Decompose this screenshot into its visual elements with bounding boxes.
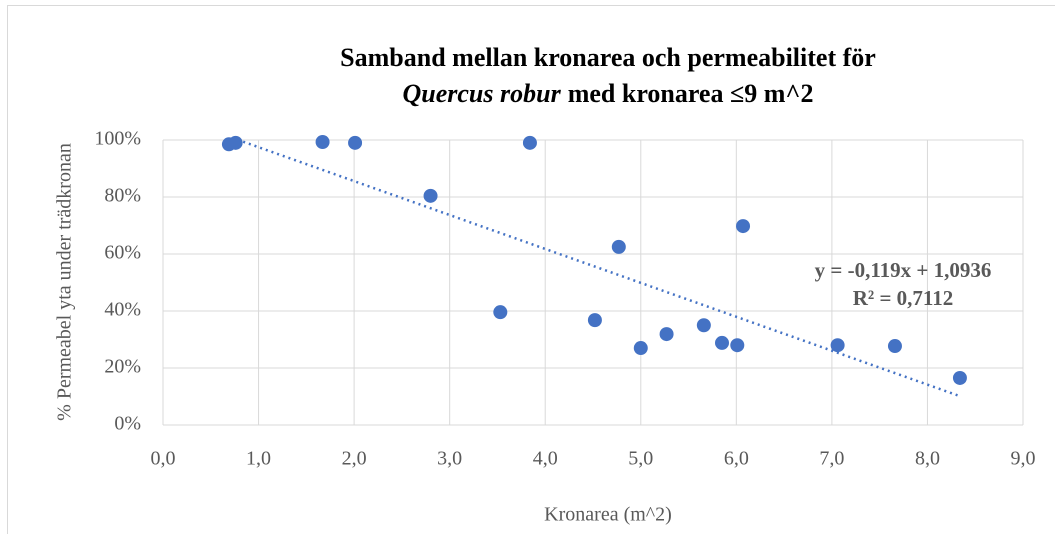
point	[633, 341, 648, 356]
point	[423, 188, 438, 203]
point	[659, 327, 674, 342]
x-tick-label: 8,0	[915, 448, 940, 470]
point	[493, 305, 508, 320]
y-tick-label: 80%	[104, 185, 141, 207]
trend-equation: y = -0,119x + 1,0936	[815, 258, 992, 282]
x-tick-label: 9,0	[1011, 448, 1036, 470]
y-tick-label: 60%	[104, 242, 141, 264]
point	[522, 135, 537, 150]
y-tick-label: 100%	[94, 128, 141, 150]
point	[315, 134, 330, 149]
point	[952, 370, 967, 385]
point	[611, 239, 626, 254]
grid	[162, 139, 1024, 426]
point	[887, 339, 902, 354]
point	[587, 313, 602, 328]
trendline	[237, 138, 962, 398]
point	[348, 135, 363, 150]
x-tick-label: 0,0	[151, 448, 176, 470]
x-tick-label: 1,0	[246, 448, 271, 470]
y-tick-label: 0%	[114, 413, 141, 435]
x-tick-label: 6,0	[724, 448, 749, 470]
point	[696, 318, 711, 333]
x-axis-label: Kronarea (m^2)	[544, 504, 672, 526]
point	[715, 335, 729, 350]
title-rest: med kronarea ≤9 m^2	[568, 79, 814, 108]
trend-r2: R² = 0,7112	[853, 286, 954, 310]
y-tick-label: 40%	[104, 299, 141, 321]
point	[736, 219, 751, 234]
x-tick-label: 5,0	[628, 448, 653, 470]
point	[228, 135, 243, 150]
title-italic: Quercus robur	[402, 79, 561, 108]
x-tick-label: 4,0	[533, 448, 558, 470]
point	[730, 338, 745, 353]
chart-title: Quercus robur med kronarea ≤9 m^2	[402, 79, 813, 108]
x-tick-label: 7,0	[819, 448, 844, 470]
x-tick-label: 2,0	[342, 448, 367, 470]
y-tick-label: 20%	[104, 356, 141, 378]
chart-title: Samband mellan kronarea och permeabilite…	[340, 43, 876, 72]
y-axis-label: % Permeabel yta under trädkronan	[54, 143, 76, 421]
x-tick-label: 3,0	[437, 448, 462, 470]
point	[830, 338, 845, 353]
chart-frame	[7, 5, 1055, 534]
